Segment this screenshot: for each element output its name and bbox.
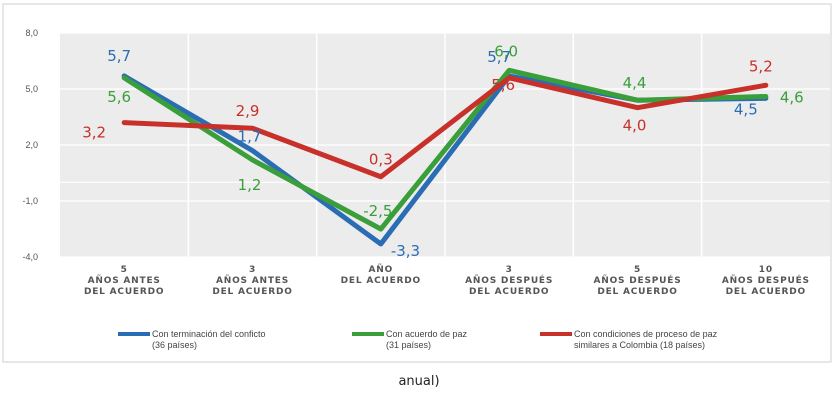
legend-label: Con terminación del conficto [152, 329, 266, 339]
data-label: 6,0 [494, 42, 518, 60]
series-line-3 [121, 75, 769, 180]
grid-layer [60, 32, 830, 258]
data-label: 3,2 [82, 124, 106, 142]
y-tick-label: -1,0 [22, 196, 38, 206]
data-label: 4,0 [623, 117, 647, 135]
x-tick-label: DEL ACUERDO [726, 287, 806, 297]
legend: Con terminación del conficto(36 países) C… [118, 329, 718, 350]
x-tick-label: AÑOS ANTES [216, 275, 289, 286]
x-tick-label: DEL ACUERDO [341, 276, 421, 286]
y-tick-label: 8,0 [25, 28, 38, 38]
x-tick-label: AÑOS DESPUÉS [465, 274, 553, 286]
y-axis-ticks: 8,0 5,0 2,0 -1,0 -4,0 [22, 28, 38, 262]
series-line-2 [121, 67, 769, 232]
y-tick-label: 2,0 [25, 140, 38, 150]
data-label: 1,7 [238, 128, 262, 146]
data-labels: 5,7 1,7 -3,3 5,7 4,5 5,6 1,2 -2,5 6,0 4,4 4,6 3,2 2,… [82, 42, 803, 260]
data-label: 4,6 [780, 88, 804, 106]
x-tick-label: 5 [121, 265, 128, 275]
data-label: 4,5 [734, 100, 758, 118]
x-tick-label: AÑO [369, 264, 394, 275]
legend-label: Con acuerdo de paz [386, 329, 468, 339]
x-tick-label: DEL ACUERDO [212, 287, 292, 297]
series-layer [121, 67, 769, 247]
data-label: 0,3 [369, 151, 393, 169]
x-tick-label: AÑOS DESPUÉS [594, 274, 682, 286]
x-tick-label: DEL ACUERDO [597, 287, 677, 297]
data-label: 5,2 [749, 57, 773, 75]
data-label: -2,5 [363, 202, 392, 220]
legend-label: (31 países) [386, 340, 431, 350]
data-label: 5,6 [491, 76, 515, 94]
y-tick-label: -4,0 [22, 252, 38, 262]
x-tick-label: 3 [506, 265, 513, 275]
x-tick-label: 3 [249, 265, 256, 275]
legend-label: similares a Colombia (18 países) [574, 340, 705, 350]
legend-label: (36 países) [152, 340, 197, 350]
x-tick-label: 10 [759, 265, 773, 275]
data-label: 5,7 [107, 47, 131, 65]
y-tick-label: 5,0 [25, 84, 38, 94]
x-tick-label: DEL ACUERDO [469, 287, 549, 297]
data-label: 4,4 [623, 74, 647, 92]
data-label: 1,2 [238, 176, 262, 194]
caption-text: anual) [398, 374, 440, 389]
x-tick-label: AÑOS ANTES [88, 275, 161, 286]
legend-label: Con condiciones de proceso de paz [574, 329, 718, 339]
x-tick-label: DEL ACUERDO [84, 287, 164, 297]
x-tick-label: AÑOS DESPUÉS [722, 274, 810, 286]
data-label: -3,3 [391, 242, 420, 260]
data-label: 5,7 [487, 48, 511, 66]
data-label: 5,6 [107, 88, 131, 106]
x-tick-label: 5 [634, 265, 641, 275]
data-label: 2,9 [236, 102, 260, 120]
